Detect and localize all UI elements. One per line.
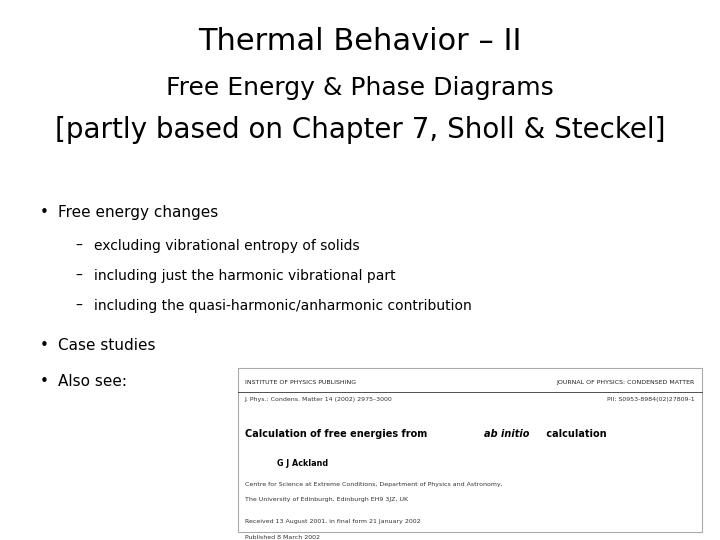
Text: •: • xyxy=(40,374,48,389)
Bar xyxy=(238,368,702,532)
Text: [partly based on Chapter 7, Sholl & Steckel]: [partly based on Chapter 7, Sholl & Stec… xyxy=(55,116,665,144)
Text: Published 8 March 2002: Published 8 March 2002 xyxy=(245,535,320,539)
Text: ab initio: ab initio xyxy=(485,429,530,440)
Text: •: • xyxy=(40,205,48,220)
Text: calculation: calculation xyxy=(543,429,607,440)
Text: –: – xyxy=(76,239,83,253)
Text: Centre for Science at Extreme Conditions, Department of Physics and Astronomy,: Centre for Science at Extreme Conditions… xyxy=(245,482,503,487)
Text: including just the harmonic vibrational part: including just the harmonic vibrational … xyxy=(94,269,395,283)
Text: G J Ackland: G J Ackland xyxy=(277,459,328,468)
Text: •: • xyxy=(40,338,48,353)
Text: INSTITUTE OF PHYSICS PUBLISHING: INSTITUTE OF PHYSICS PUBLISHING xyxy=(245,380,356,384)
Text: Case studies: Case studies xyxy=(58,338,155,353)
Text: PII: S0953-8984(02)27809-1: PII: S0953-8984(02)27809-1 xyxy=(607,397,695,402)
Text: excluding vibrational entropy of solids: excluding vibrational entropy of solids xyxy=(94,239,359,253)
Text: Free Energy & Phase Diagrams: Free Energy & Phase Diagrams xyxy=(166,76,554,99)
Text: Free energy changes: Free energy changes xyxy=(58,205,218,220)
Text: Calculation of free energies from: Calculation of free energies from xyxy=(245,429,431,440)
Text: The University of Edinburgh, Edinburgh EH9 3JZ, UK: The University of Edinburgh, Edinburgh E… xyxy=(245,497,408,502)
Text: –: – xyxy=(76,269,83,283)
Text: –: – xyxy=(76,299,83,313)
Text: Also see:: Also see: xyxy=(58,374,127,389)
Text: J. Phys.: Condens. Matter 14 (2002) 2975–3000: J. Phys.: Condens. Matter 14 (2002) 2975… xyxy=(245,397,392,402)
Text: Thermal Behavior – II: Thermal Behavior – II xyxy=(198,27,522,56)
Text: Received 13 August 2001, in final form 21 January 2002: Received 13 August 2001, in final form 2… xyxy=(245,519,420,524)
Text: JOURNAL OF PHYSICS: CONDENSED MATTER: JOURNAL OF PHYSICS: CONDENSED MATTER xyxy=(557,380,695,384)
Text: including the quasi-harmonic/anharmonic contribution: including the quasi-harmonic/anharmonic … xyxy=(94,299,472,313)
